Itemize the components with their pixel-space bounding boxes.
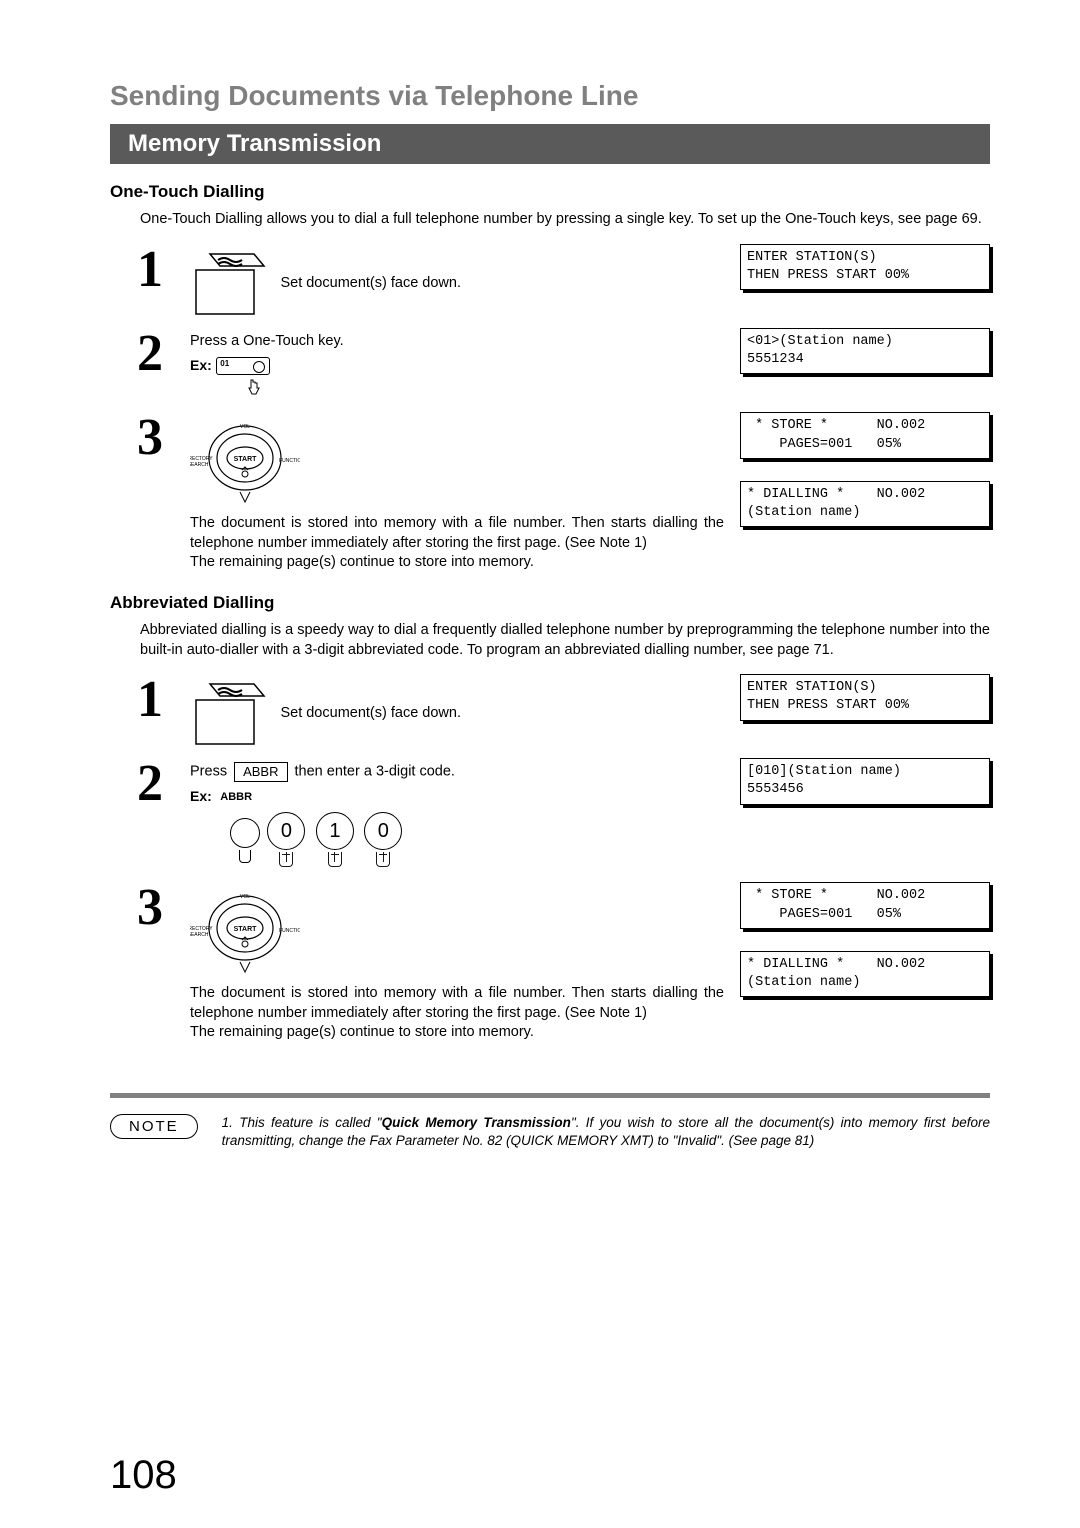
abbr-circle-icon: [230, 818, 260, 848]
step-number: 3: [110, 882, 190, 934]
press-text: Press: [190, 764, 231, 780]
onetouch-step-2: 2 Press a One-Touch key. Ex: <01>(Statio…: [110, 328, 990, 403]
note-pill: NOTE: [110, 1114, 198, 1139]
abbrev-step-2: 2 Press ABBR then enter a 3-digit code. …: [110, 758, 990, 872]
onetouch-intro: One-Touch Dialling allows you to dial a …: [140, 210, 990, 230]
svg-text:START: START: [234, 456, 258, 463]
ex-label: Ex:: [190, 357, 212, 373]
onetouch-key-icon: [216, 357, 270, 375]
step3-para: The document is stored into memory with …: [190, 514, 724, 573]
step-number: 3: [110, 412, 190, 464]
onetouch-heading: One-Touch Dialling: [110, 182, 990, 202]
digit-buttons: 0 1 0: [230, 812, 724, 850]
step2-line: Press ABBR then enter a 3-digit code.: [190, 762, 724, 782]
step-number: 2: [110, 328, 190, 380]
start-dial-icon: START VOL DIRECTORY SEARCH FUNCTION: [190, 886, 724, 976]
lcd-display: ENTER STATION(S) THEN PRESS START 00%: [740, 674, 990, 720]
step-number: 2: [110, 758, 190, 810]
abbrev-intro: Abbreviated dialling is a speedy way to …: [140, 621, 990, 660]
abbrev-heading: Abbreviated Dialling: [110, 593, 990, 613]
lcd-display: * DIALLING * NO.002 (Station name): [740, 481, 990, 527]
onetouch-step-1: 1 Set document(s) face down. ENTER STATI…: [110, 244, 990, 318]
lcd-display: * STORE * NO.002 PAGES=001 05%: [740, 412, 990, 458]
ex-label: Ex:: [190, 788, 212, 804]
document-facedown-icon: [190, 678, 270, 748]
start-dial-icon: START VOL DIRECTORY SEARCH FUNCTION: [190, 416, 724, 506]
svg-text:FUNCTION: FUNCTION: [279, 458, 300, 464]
note-text: 1. This feature is called "Quick Memory …: [198, 1114, 990, 1150]
document-facedown-icon: [190, 248, 270, 318]
divider: [110, 1093, 990, 1098]
abbr-key-icon: ABBR: [234, 762, 287, 782]
svg-text:FUNCTION: FUNCTION: [279, 928, 300, 934]
svg-text:SEARCH: SEARCH: [190, 932, 209, 938]
section-bar: Memory Transmission: [110, 124, 990, 164]
step2-line: Press a One-Touch key.: [190, 332, 724, 352]
digit-button: 0: [364, 812, 402, 850]
abbr-small-label: ABBR: [220, 791, 252, 803]
svg-text:START: START: [234, 926, 258, 933]
lcd-display: * STORE * NO.002 PAGES=001 05%: [740, 882, 990, 928]
svg-text:VOL: VOL: [240, 424, 250, 430]
lcd-display: ENTER STATION(S) THEN PRESS START 00%: [740, 244, 990, 290]
step-number: 1: [110, 244, 190, 296]
note-number: 1.: [222, 1115, 233, 1130]
abbrev-step-1: 1 Set document(s) face down. ENTER STATI…: [110, 674, 990, 748]
onetouch-step-3: 3 START VOL DIRECTORY SEARCH FUNCTION Th…: [110, 412, 990, 573]
step1-caption: Set document(s) face down.: [280, 705, 461, 721]
step3-para: The document is stored into memory with …: [190, 984, 724, 1043]
page-title: Sending Documents via Telephone Line: [110, 80, 990, 112]
digit-button: 1: [316, 812, 354, 850]
hand-cursor-icon: [246, 379, 262, 397]
svg-text:SEARCH: SEARCH: [190, 462, 209, 468]
page-number: 108: [110, 1453, 177, 1498]
abbrev-step-3: 3 START VOL DIRECTORY SEARCH FUNCTION Th…: [110, 882, 990, 1043]
step1-caption: Set document(s) face down.: [280, 275, 461, 291]
lcd-display: * DIALLING * NO.002 (Station name): [740, 951, 990, 997]
note-pre: This feature is called ": [239, 1115, 381, 1130]
digit-button: 0: [267, 812, 305, 850]
lcd-display: <01>(Station name) 5551234: [740, 328, 990, 374]
note-bold: Quick Memory Transmission: [382, 1115, 571, 1130]
after-text: then enter a 3-digit code.: [291, 764, 455, 780]
lcd-display: [010](Station name) 5553456: [740, 758, 990, 804]
note-row: NOTE 1. This feature is called "Quick Me…: [110, 1114, 990, 1150]
svg-text:VOL: VOL: [240, 894, 250, 900]
step-number: 1: [110, 674, 190, 726]
